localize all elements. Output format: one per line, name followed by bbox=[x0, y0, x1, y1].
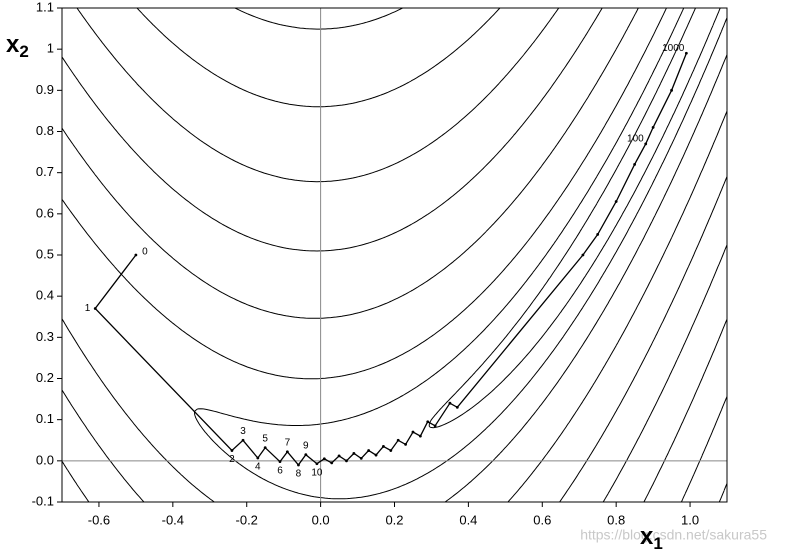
y-tick-label: 0.7 bbox=[36, 164, 54, 179]
path-point bbox=[448, 401, 452, 405]
y-tick-label: 1.1 bbox=[36, 0, 54, 14]
path-point bbox=[684, 51, 688, 55]
y-tick-label: 0.1 bbox=[36, 411, 54, 426]
path-point bbox=[633, 163, 637, 166]
point-label: 1000 bbox=[662, 43, 685, 54]
path-point bbox=[241, 438, 245, 442]
xlabel-main: x bbox=[640, 523, 654, 550]
path-point bbox=[352, 452, 356, 455]
ylabel-sub: 2 bbox=[19, 42, 28, 61]
path-point bbox=[433, 424, 437, 428]
contour-line bbox=[76, 8, 727, 502]
path-point bbox=[374, 453, 378, 457]
watermark: https://blog.csdn.net/sakura55 bbox=[580, 527, 767, 543]
xlabel: x1 bbox=[640, 523, 663, 553]
plot-frame bbox=[61, 7, 728, 503]
xlabel-sub: 1 bbox=[653, 534, 662, 553]
path-point bbox=[315, 462, 319, 466]
point-label: 2 bbox=[229, 454, 235, 465]
x-tick-label: 0.4 bbox=[459, 512, 477, 527]
point-label: 100 bbox=[627, 133, 644, 144]
contour-line bbox=[234, 8, 727, 502]
y-tick-label: 0.3 bbox=[36, 329, 54, 344]
contour-line bbox=[136, 8, 727, 502]
path-point bbox=[651, 125, 655, 129]
contour-line bbox=[62, 8, 727, 502]
point-label: 7 bbox=[285, 437, 291, 448]
y-tick-label: 0.9 bbox=[36, 82, 54, 97]
path-point bbox=[367, 449, 371, 452]
path-point bbox=[426, 420, 430, 424]
path-point bbox=[418, 434, 422, 438]
ylabel: x2 bbox=[6, 31, 29, 61]
path-point bbox=[230, 449, 234, 452]
path-point bbox=[297, 463, 300, 467]
contours bbox=[62, 8, 727, 502]
path-point bbox=[455, 405, 459, 409]
path-point bbox=[411, 430, 415, 434]
path-point bbox=[134, 253, 138, 257]
x-tick-label: -0.2 bbox=[236, 512, 258, 527]
path-point bbox=[389, 449, 393, 452]
x-tick-label: 0.2 bbox=[385, 512, 403, 527]
y-tick-label: 0.2 bbox=[36, 370, 54, 385]
y-tick-label: 0.6 bbox=[36, 205, 54, 220]
y-tick-label: -0.1 bbox=[32, 493, 54, 508]
path-point bbox=[382, 445, 385, 448]
path-point bbox=[404, 442, 407, 446]
contour-line bbox=[194, 8, 727, 500]
point-label: 8 bbox=[296, 469, 302, 480]
path-point bbox=[596, 233, 600, 236]
path-point bbox=[93, 307, 97, 310]
x-tick-label: -0.4 bbox=[162, 512, 184, 527]
point-label: 5 bbox=[262, 433, 268, 444]
point-label: 0 bbox=[142, 247, 148, 258]
point-label: 3 bbox=[240, 426, 246, 437]
x-tick-label: 0.0 bbox=[312, 512, 330, 527]
ylabel-main: x bbox=[6, 31, 20, 58]
x-tick-label: 1.0 bbox=[681, 512, 699, 527]
point-label: 9 bbox=[303, 440, 309, 451]
path-point bbox=[581, 253, 585, 257]
y-tick-label: 1 bbox=[47, 41, 54, 56]
path-point bbox=[256, 456, 260, 460]
contour-line bbox=[718, 483, 727, 502]
path-point bbox=[345, 459, 348, 463]
path-point bbox=[359, 456, 363, 460]
path-point bbox=[322, 457, 326, 461]
y-tick-label: 0.0 bbox=[36, 452, 54, 467]
point-label: 6 bbox=[277, 465, 283, 476]
x-tick-label: -0.6 bbox=[88, 512, 110, 527]
path-point bbox=[285, 450, 289, 454]
y-tick-label: 0.4 bbox=[36, 288, 54, 303]
path-point bbox=[304, 453, 308, 457]
path-point bbox=[614, 200, 618, 203]
y-tick-label: 0.8 bbox=[36, 123, 54, 138]
contour-line bbox=[62, 8, 727, 502]
contour-line bbox=[428, 8, 721, 429]
point-label: 1 bbox=[85, 303, 91, 314]
path-point bbox=[337, 454, 341, 458]
contour-line bbox=[62, 8, 727, 502]
path-point bbox=[278, 460, 282, 464]
path-point bbox=[670, 88, 673, 92]
path-point bbox=[330, 461, 334, 465]
x-tick-label: 0.6 bbox=[533, 512, 551, 527]
path-point bbox=[396, 438, 400, 442]
point-label: 4 bbox=[255, 462, 261, 473]
path-point bbox=[263, 446, 267, 450]
y-tick-label: 0.5 bbox=[36, 246, 54, 261]
path-point bbox=[644, 142, 648, 146]
descent-path bbox=[94, 53, 688, 466]
point-label: 10 bbox=[311, 467, 323, 478]
x-tick-label: 0.8 bbox=[607, 512, 625, 527]
